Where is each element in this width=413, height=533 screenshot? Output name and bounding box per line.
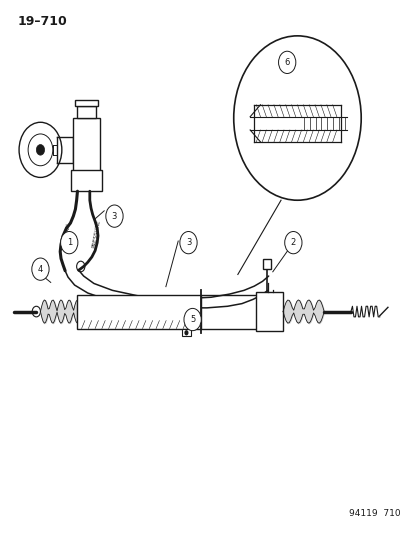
Circle shape (233, 36, 360, 200)
FancyBboxPatch shape (75, 100, 98, 107)
Circle shape (32, 306, 40, 317)
Text: 4: 4 (38, 265, 43, 273)
FancyBboxPatch shape (77, 107, 96, 118)
Circle shape (36, 144, 45, 155)
Circle shape (179, 231, 197, 254)
Text: PRESSURE: PRESSURE (92, 219, 102, 248)
Circle shape (32, 258, 49, 280)
Text: 3: 3 (185, 238, 191, 247)
Text: 1: 1 (66, 238, 72, 247)
Circle shape (106, 205, 123, 227)
Circle shape (284, 231, 301, 254)
Text: 5: 5 (190, 315, 195, 324)
FancyBboxPatch shape (262, 259, 270, 269)
Text: 3: 3 (112, 212, 117, 221)
Text: 94119  710: 94119 710 (348, 510, 399, 519)
Text: 2: 2 (290, 238, 295, 247)
FancyBboxPatch shape (73, 118, 100, 171)
Circle shape (184, 330, 188, 335)
Circle shape (278, 51, 295, 74)
Text: 19–710: 19–710 (18, 14, 67, 28)
Text: 6: 6 (284, 58, 289, 67)
FancyBboxPatch shape (256, 292, 282, 331)
FancyBboxPatch shape (71, 170, 102, 191)
Text: RETURN: RETURN (63, 222, 71, 245)
FancyBboxPatch shape (77, 295, 200, 328)
FancyBboxPatch shape (182, 328, 190, 336)
Circle shape (60, 231, 78, 254)
Circle shape (183, 309, 201, 330)
